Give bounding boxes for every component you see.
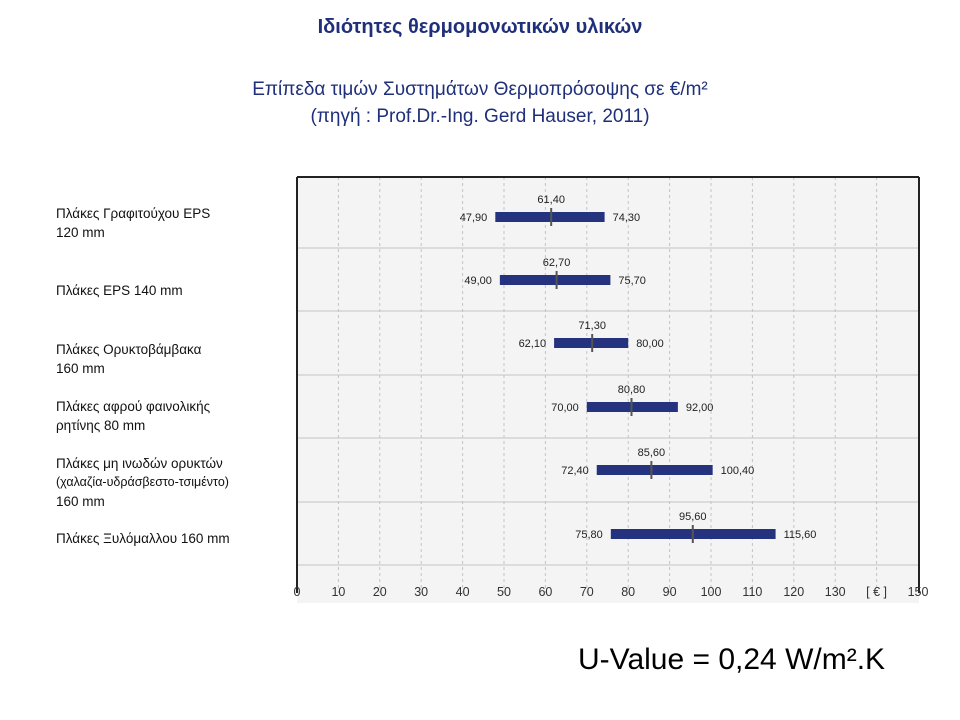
range-bar [495,212,605,222]
category-label-line: Πλάκες Ξυλόμαλλου 160 mm [56,531,230,546]
mid-value-label: 62,70 [543,257,571,269]
category-label-line: ρητίνης 80 mm [56,418,146,433]
min-value-label: 72,40 [561,465,589,477]
mid-value-label: 95,60 [679,511,707,523]
category-label-line: 120 mm [56,225,105,240]
x-tick-label: 40 [456,585,470,599]
x-tick-label: 0 [294,585,301,599]
range-bar [554,338,629,348]
mid-value-label: 71,30 [578,320,606,332]
category-label-line: (χαλαζία-υδράσβεστο-τσιμέντο) [56,475,229,489]
min-value-label: 49,00 [464,275,492,287]
max-value-label: 100,40 [721,465,755,477]
category-label: Πλάκες Ξυλόμαλλου 160 mm [56,529,271,548]
x-tick-label: 30 [414,585,428,599]
min-value-label: 47,90 [460,212,488,224]
x-tick-label: 110 [742,585,762,599]
x-tick-label: 130 [825,585,846,599]
subtitle-line-1: Επίπεδα τιμών Συστημάτων Θερμοπρόσοψης σ… [252,79,708,100]
plot-background [297,177,919,603]
u-value-note: U-Value = 0,24 W/m².K [578,643,886,676]
max-value-label: 75,70 [618,275,646,287]
category-label: Πλάκες αφρού φαινολικής ρητίνης 80 mm [56,397,271,435]
subtitle-line-2: (πηγή : Prof.Dr.-Ing. Gerd Hauser, 2011) [310,106,650,127]
category-label-line: Πλάκες μη ινωδών ορυκτών [56,456,223,471]
max-value-label: 74,30 [613,212,641,224]
category-label-line: Πλάκες Ορυκτοβάμβακα [56,342,202,357]
x-tick-label: 20 [373,585,387,599]
min-value-label: 75,80 [575,529,603,541]
min-value-label: 70,00 [551,402,579,414]
x-tick-label: 120 [783,585,804,599]
x-tick-label: 60 [538,585,552,599]
x-tick-label: 150 [908,585,929,599]
category-label-line: Πλάκες αφρού φαινολικής [56,399,211,414]
x-tick-label: [ € ] [866,585,887,599]
category-label: Πλάκες Ορυκτοβάμβακα 160 mm [56,340,271,378]
x-tick-label: 100 [701,585,722,599]
range-bar [499,275,611,285]
x-tick-label: 70 [580,585,594,599]
category-label-line: 160 mm [56,494,105,509]
max-value-label: 115,60 [784,529,817,541]
category-label-line: Πλάκες EPS 140 mm [56,283,183,298]
x-tick-label: 80 [621,585,635,599]
x-tick-label: 90 [663,585,677,599]
mid-value-label: 80,80 [618,384,646,396]
min-value-label: 62,10 [519,338,547,350]
category-label: Πλάκες μη ινωδών ορυκτών (χαλαζία-υδράσβε… [56,454,271,511]
page-title: Ιδιότητες θερμομονωτικών υλικών [317,16,643,38]
category-label-line: Πλάκες Γραφιτούχου EPS [56,206,211,221]
mid-value-label: 85,60 [638,447,666,459]
category-label-line: 160 mm [56,361,105,376]
x-tick-label: 50 [497,585,511,599]
category-label: Πλάκες EPS 140 mm [56,281,271,300]
category-label: Πλάκες Γραφιτούχου EPS 120 mm [56,204,271,242]
range-bar [596,465,713,475]
mid-value-label: 61,40 [537,194,565,206]
x-tick-label: 10 [331,585,345,599]
max-value-label: 92,00 [686,402,714,414]
max-value-label: 80,00 [636,338,664,350]
page-subtitle: Επίπεδα τιμών Συστημάτων Θερμοπρόσοψης σ… [0,76,960,130]
